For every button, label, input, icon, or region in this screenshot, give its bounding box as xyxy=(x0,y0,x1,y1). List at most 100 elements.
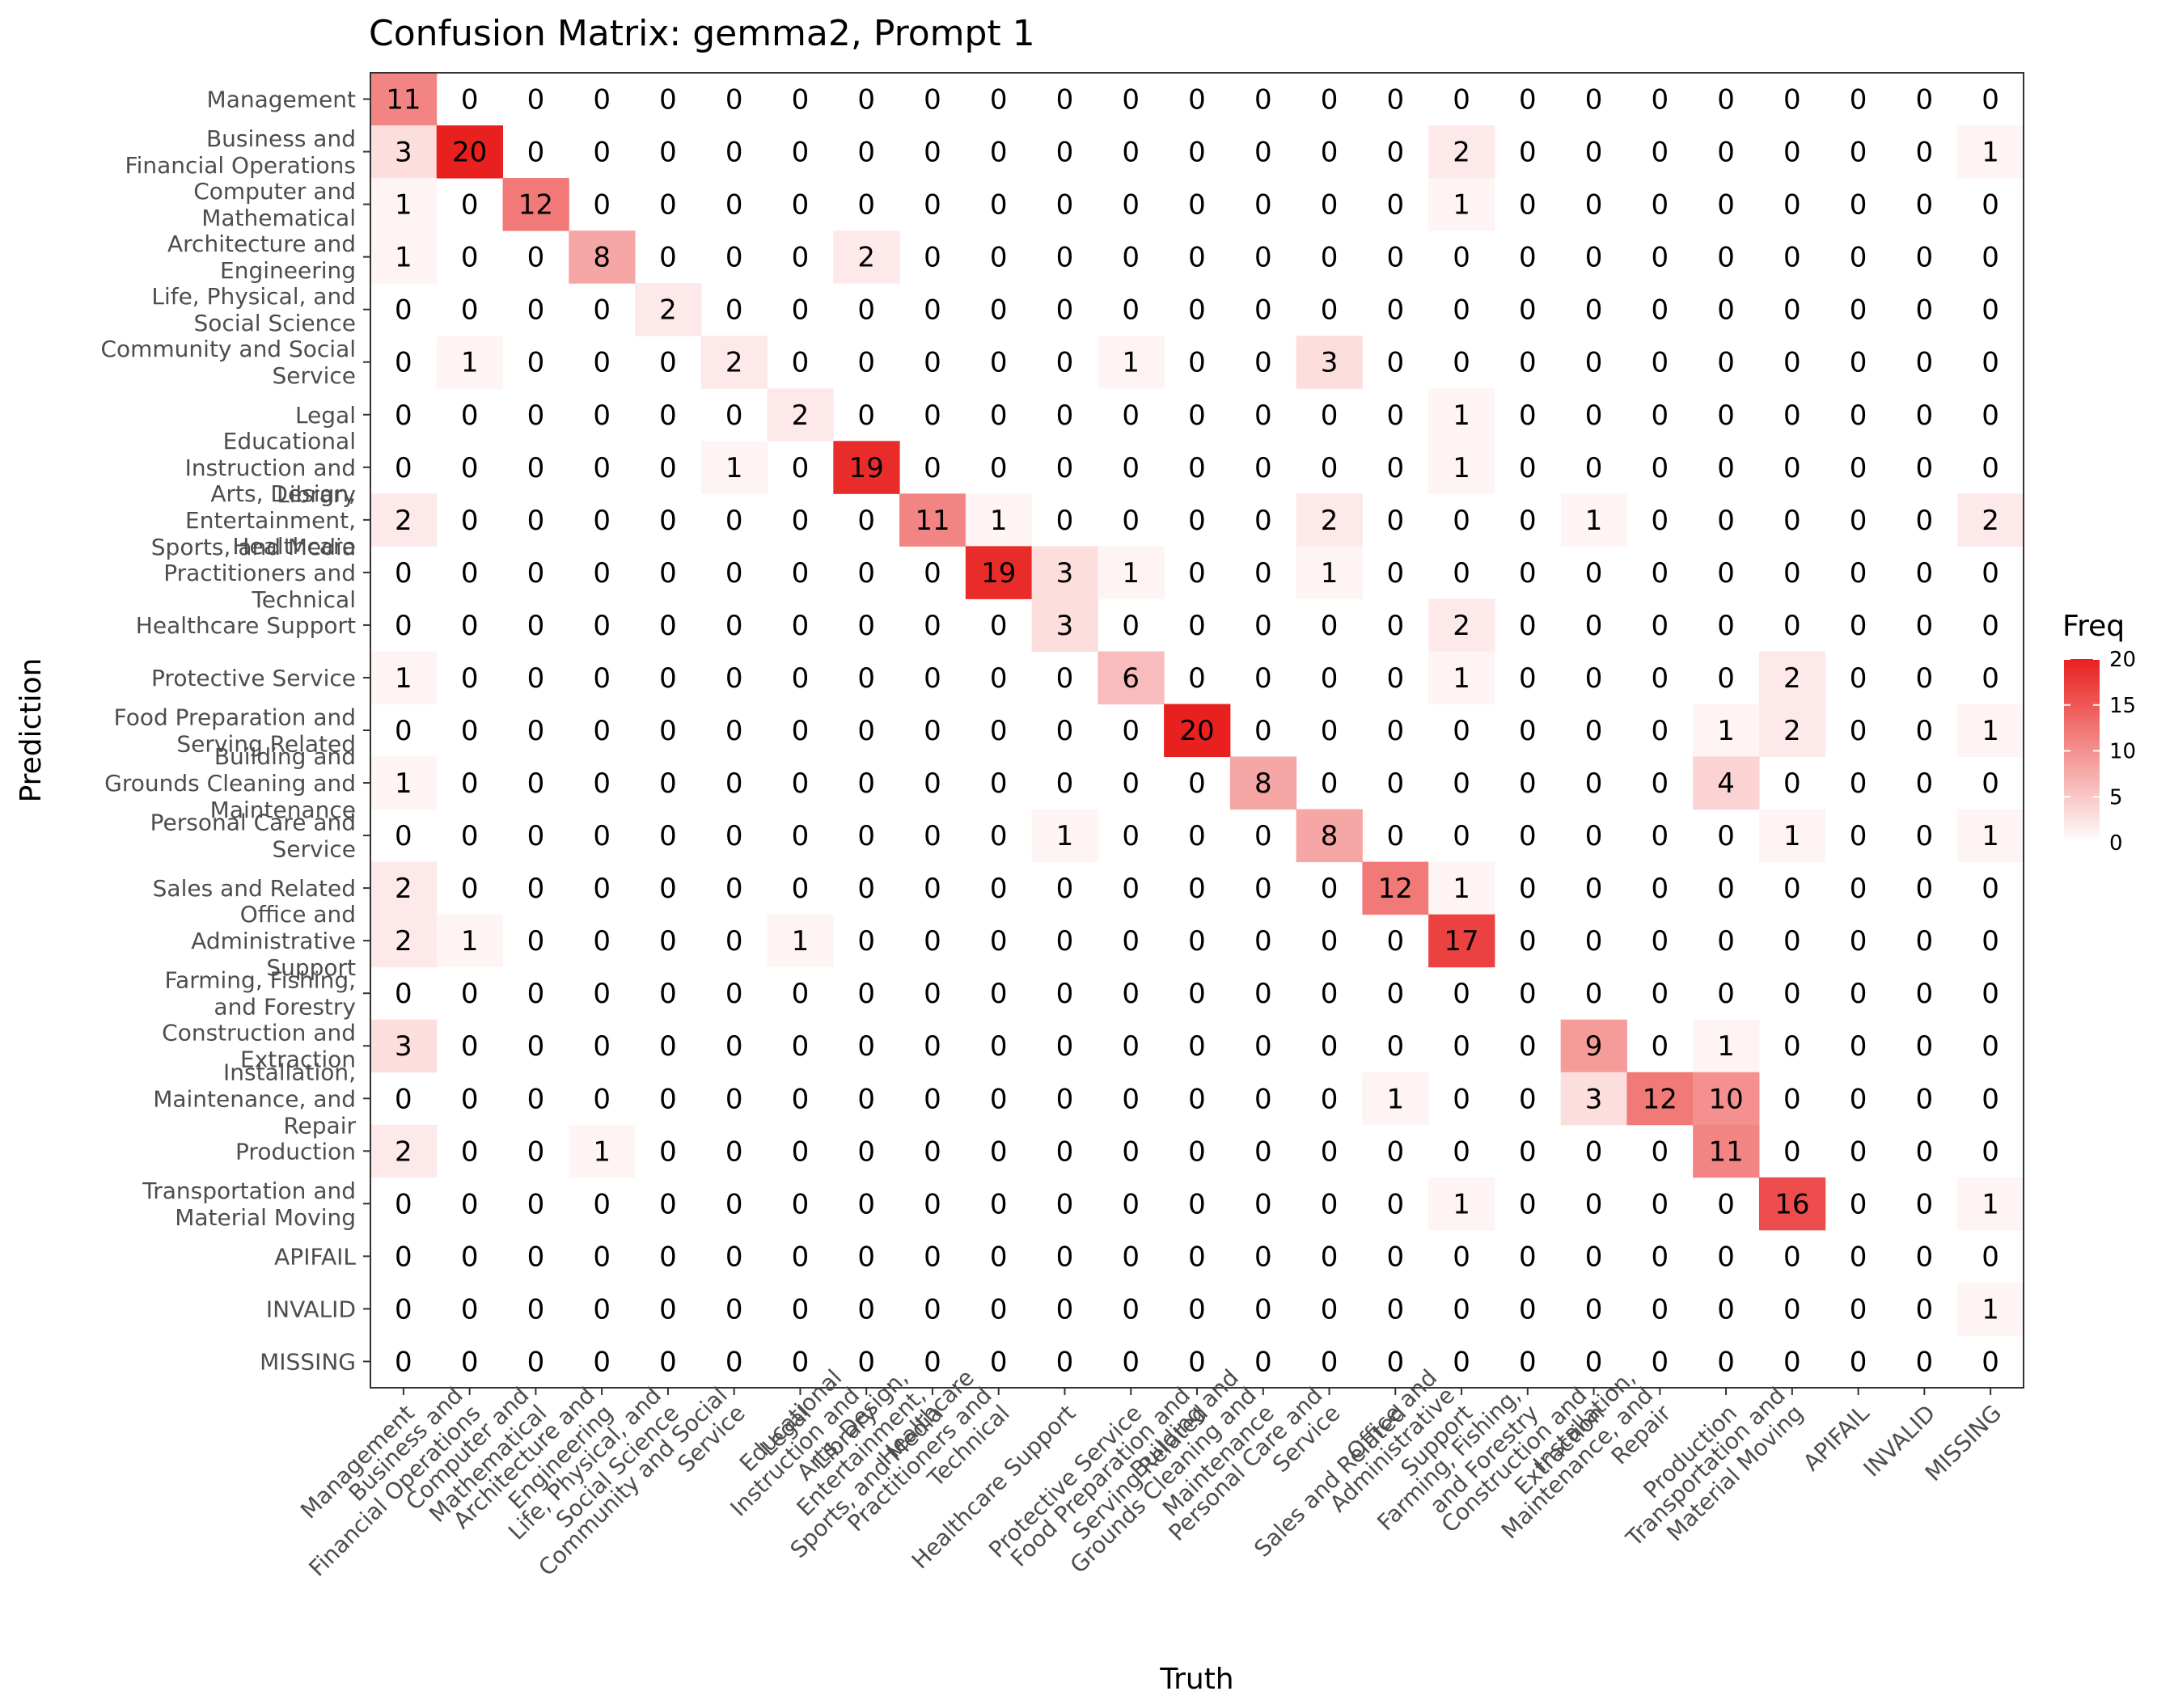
cell-value-label: 0 xyxy=(659,347,677,379)
cell-value-label: 0 xyxy=(1783,189,1801,222)
cell-value-label: 0 xyxy=(1982,1030,1999,1063)
cell-value-label: 8 xyxy=(1321,820,1339,852)
cell-value-label: 0 xyxy=(1850,242,1867,274)
cell-value-label: 0 xyxy=(659,557,677,590)
heatmap-cell xyxy=(370,1124,438,1178)
cell-value-label: 0 xyxy=(1850,294,1867,327)
heatmap-cell xyxy=(1957,1282,2024,1336)
cell-value-label: 2 xyxy=(395,873,412,905)
cell-value-label: 1 xyxy=(395,662,412,695)
cell-value-label: 0 xyxy=(1916,820,1934,852)
cell-value-label: 0 xyxy=(1585,242,1603,274)
cell-value-label: 0 xyxy=(1783,294,1801,327)
cell-value-label: 0 xyxy=(1850,1083,1867,1115)
cell-value-label: 3 xyxy=(1056,610,1074,642)
cell-value-label: 0 xyxy=(593,347,611,379)
cell-value-label: 0 xyxy=(1651,84,1669,116)
cell-value-label: 0 xyxy=(1850,505,1867,537)
cell-value-label: 0 xyxy=(461,1241,479,1273)
cell-value-label: 0 xyxy=(527,137,545,169)
cell-value-label: 0 xyxy=(857,610,875,642)
cell-value-label: 0 xyxy=(461,400,479,432)
y-tick-label-educational-instruction-and-library: Educational Instruction and Library xyxy=(185,428,356,508)
cell-value-label: 0 xyxy=(1321,1030,1339,1063)
cell-value-label: 0 xyxy=(1783,242,1801,274)
cell-value-label: 0 xyxy=(1453,1293,1470,1325)
cell-value-label: 0 xyxy=(725,1030,743,1063)
cell-value-label: 0 xyxy=(1122,137,1140,169)
cell-value-label: 0 xyxy=(857,715,875,747)
cell-value-label: 0 xyxy=(527,1241,545,1273)
cell-value-label: 0 xyxy=(527,1293,545,1325)
cell-value-label: 0 xyxy=(1717,137,1735,169)
cell-value-label: 0 xyxy=(1585,1346,1603,1378)
cell-value-label: 0 xyxy=(1254,1293,1272,1325)
cell-value-label: 0 xyxy=(725,662,743,695)
cell-value-label: 0 xyxy=(527,347,545,379)
cell-value-label: 0 xyxy=(1519,767,1537,800)
cell-value-label: 0 xyxy=(1386,1188,1404,1220)
cell-value-label: 0 xyxy=(857,978,875,1010)
cell-value-label: 0 xyxy=(990,452,1008,484)
cell-value-label: 0 xyxy=(1651,873,1669,905)
cell-value-label: 0 xyxy=(792,294,810,327)
heatmap-cell xyxy=(1693,1019,1760,1073)
cell-value-label: 0 xyxy=(1188,137,1206,169)
cell-value-label: 0 xyxy=(659,505,677,537)
cell-value-label: 0 xyxy=(593,505,611,537)
cell-value-label: 0 xyxy=(990,1030,1008,1063)
cell-value-label: 0 xyxy=(857,1346,875,1378)
cell-value-label: 0 xyxy=(1982,978,1999,1010)
y-tick-label-business-and-financial-operations: Business and Financial Operations xyxy=(125,125,356,179)
cell-value-label: 3 xyxy=(395,137,412,169)
cell-value-label: 0 xyxy=(1056,715,1074,747)
cell-value-label: 0 xyxy=(1585,452,1603,484)
heatmap-cell xyxy=(370,230,438,284)
cell-value-label: 0 xyxy=(1717,189,1735,222)
cell-value-label: 0 xyxy=(1453,242,1470,274)
cell-value-label: 0 xyxy=(1982,767,1999,800)
cell-value-label: 0 xyxy=(1651,978,1669,1010)
y-tick-label-computer-and-mathematical: Computer and Mathematical xyxy=(193,178,356,231)
cell-value-label: 0 xyxy=(990,1241,1008,1273)
cell-value-label: 0 xyxy=(659,189,677,222)
cell-value-label: 0 xyxy=(1122,1293,1140,1325)
cell-value-label: 0 xyxy=(1717,610,1735,642)
cell-value-label: 0 xyxy=(990,1135,1008,1168)
cell-value-label: 0 xyxy=(1386,1346,1404,1378)
cell-value-label: 0 xyxy=(1651,1241,1669,1273)
cell-value-label: 0 xyxy=(857,557,875,590)
cell-value-label: 0 xyxy=(1321,767,1339,800)
y-tick-label-construction-and-extraction: Construction and Extraction xyxy=(162,1020,356,1073)
cell-value-label: 0 xyxy=(924,347,941,379)
cell-value-label: 0 xyxy=(1056,1188,1074,1220)
cell-value-label: 0 xyxy=(1188,452,1206,484)
cell-value-label: 0 xyxy=(1056,1241,1074,1273)
cell-value-label: 0 xyxy=(924,1241,941,1273)
cell-value-label: 0 xyxy=(395,294,412,327)
cell-value-label: 0 xyxy=(1254,715,1272,747)
cell-value-label: 0 xyxy=(659,1346,677,1378)
heatmap-cell xyxy=(370,914,438,968)
cell-value-label: 0 xyxy=(1982,557,1999,590)
cell-value-label: 0 xyxy=(1585,610,1603,642)
cell-value-label: 0 xyxy=(1585,400,1603,432)
cell-value-label: 0 xyxy=(527,662,545,695)
heatmap-cell xyxy=(370,861,438,915)
cell-value-label: 2 xyxy=(659,294,677,327)
cell-value-label: 0 xyxy=(1122,452,1140,484)
cell-value-label: 0 xyxy=(1321,610,1339,642)
cell-value-label: 0 xyxy=(1850,820,1867,852)
cell-value-label: 0 xyxy=(1188,242,1206,274)
cell-value-label: 0 xyxy=(1916,1030,1934,1063)
cell-value-label: 1 xyxy=(1453,873,1470,905)
cell-value-label: 0 xyxy=(1254,873,1272,905)
cell-value-label: 0 xyxy=(1254,557,1272,590)
cell-value-label: 0 xyxy=(1254,1241,1272,1273)
cell-value-label: 0 xyxy=(1453,347,1470,379)
cell-value-label: 0 xyxy=(1783,400,1801,432)
cell-value-label: 0 xyxy=(1519,1030,1537,1063)
cell-value-label: 0 xyxy=(1916,400,1934,432)
cell-value-label: 0 xyxy=(1056,294,1074,327)
